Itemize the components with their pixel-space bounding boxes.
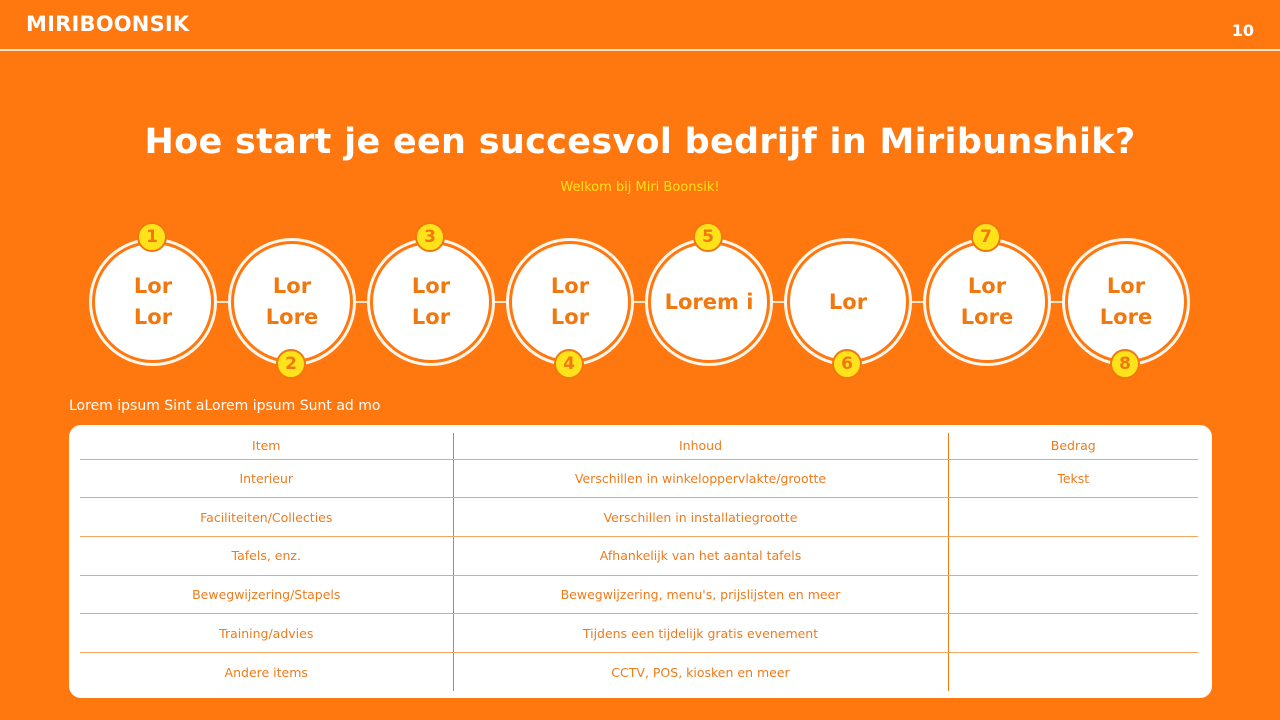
step-circle-inner: Lor Lor	[373, 244, 489, 360]
step-circle-inner: Lorem i	[651, 244, 767, 360]
step-badge-5: 5	[693, 222, 723, 252]
slide-title: Hoe start je een succesvol bedrijf in Mi…	[144, 122, 1136, 162]
cell-amount	[948, 536, 1198, 576]
step-badge-7: 7	[971, 222, 1001, 252]
cell-amount: Tekst	[948, 459, 1198, 499]
brand-logo-text: MIRIBOONSIK	[26, 12, 190, 36]
step-circle-7: Lor Lore	[923, 238, 1051, 366]
step-badge-2: 2	[276, 349, 306, 379]
step-connector	[773, 301, 784, 303]
table-row: Faciliteiten/Collecties Verschillen in i…	[80, 497, 1198, 537]
step-label: Lor Lore	[265, 274, 319, 329]
slide-subtitle: Welkom bij Miri Boonsik!	[560, 180, 720, 195]
step-label: Lor Lore	[960, 274, 1014, 329]
table-row: Training/advies Tijdens een tijdelijk gr…	[80, 613, 1198, 653]
step-circle-2: Lor Lore	[228, 238, 356, 366]
step-connector	[634, 301, 645, 303]
cell-item: Interieur	[80, 459, 454, 499]
step-label: Lor Lor	[550, 274, 590, 329]
step-circle-inner: Lor Lor	[95, 244, 211, 360]
cell-item: Faciliteiten/Collecties	[80, 497, 454, 537]
step-circle-6: Lor	[784, 238, 912, 366]
step-circle-5: Lorem i	[645, 238, 773, 366]
step-badge-6: 6	[832, 349, 862, 379]
step-label: Lor	[828, 289, 868, 314]
step-badge-3: 3	[415, 222, 445, 252]
step-badge-1: 1	[137, 222, 167, 252]
cell-item: Tafels, enz.	[80, 536, 454, 576]
page-number: 10	[1231, 21, 1254, 40]
step-connector	[495, 301, 506, 303]
step-badge-4: 4	[554, 349, 584, 379]
table-row: Tafels, enz. Afhankelijk van het aantal …	[80, 536, 1198, 576]
step-circle-4: Lor Lor	[506, 238, 634, 366]
cell-item: Andere items	[80, 652, 454, 692]
step-label: Lor Lore	[1099, 274, 1153, 329]
column-header-content: Inhoud	[453, 433, 949, 460]
cell-content: CCTV, POS, kiosken en meer	[453, 652, 949, 692]
step-connector	[912, 301, 923, 303]
column-header-item: Item	[80, 433, 454, 460]
table-row: Interieur Verschillen in winkeloppervlak…	[80, 459, 1198, 499]
cell-content: Bewegwijzering, menu's, prijslijsten en …	[453, 575, 949, 615]
header-divider	[0, 49, 1280, 51]
step-connector	[356, 301, 367, 303]
table-header-row: Item Inhoud Bedrag	[80, 433, 1198, 460]
cell-amount	[948, 575, 1198, 615]
cell-content: Verschillen in installatiegrootte	[453, 497, 949, 537]
cell-content: Afhankelijk van het aantal tafels	[453, 536, 949, 576]
step-label: Lor Lor	[133, 274, 173, 329]
step-circle-1: Lor Lor	[89, 238, 217, 366]
step-circle-inner: Lor Lor	[512, 244, 628, 360]
cell-item: Bewegwijzering/Stapels	[80, 575, 454, 615]
step-connector	[1051, 301, 1062, 303]
steps-timeline: Lor Lor 1 Lor Lore 2 Lor Lor 3 Lor Lor 4…	[89, 222, 1190, 379]
step-badge-8: 8	[1110, 349, 1140, 379]
step-circle-8: Lor Lore	[1062, 238, 1190, 366]
step-label: Lor Lor	[411, 274, 451, 329]
cell-amount	[948, 652, 1198, 691]
table-row: Andere items CCTV, POS, kiosken en meer	[80, 652, 1198, 692]
step-label: Lorem i	[664, 289, 754, 314]
column-header-amount: Bedrag	[948, 433, 1198, 460]
step-circle-inner: Lor Lore	[1068, 244, 1184, 360]
cost-table-card: Item Inhoud Bedrag Interieur Verschillen…	[69, 425, 1212, 698]
step-circle-inner: Lor Lore	[234, 244, 350, 360]
cell-content: Tijdens een tijdelijk gratis evenement	[453, 613, 949, 653]
step-connector	[217, 301, 228, 303]
step-circle-inner: Lor Lore	[929, 244, 1045, 360]
table-row: Bewegwijzering/Stapels Bewegwijzering, m…	[80, 575, 1198, 615]
cell-amount	[948, 613, 1198, 653]
step-circle-3: Lor Lor	[367, 238, 495, 366]
cell-amount	[948, 497, 1198, 537]
cell-content: Verschillen in winkeloppervlakte/grootte	[453, 459, 949, 499]
step-circle-inner: Lor	[790, 244, 906, 360]
table-caption: Lorem ipsum Sint aLorem ipsum Sunt ad mo	[69, 398, 381, 414]
cost-table: Item Inhoud Bedrag Interieur Verschillen…	[80, 433, 1198, 692]
cell-item: Training/advies	[80, 613, 454, 653]
